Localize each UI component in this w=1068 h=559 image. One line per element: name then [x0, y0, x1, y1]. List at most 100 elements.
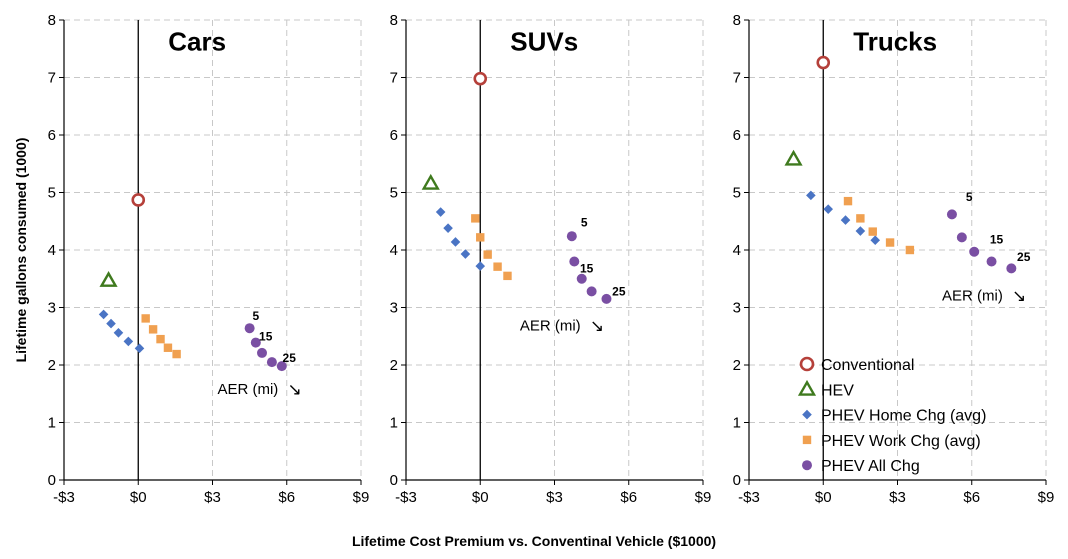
trucks-y-tick-label: 1 [733, 415, 741, 432]
legend: Conventional HEV PHEV Home Chg (avg) PHEV W… [797, 356, 986, 475]
cars-aer-arrow: ↘ [287, 380, 301, 399]
legend-phev-work-chg-avg-label: PHEV Work Chg (avg) [821, 433, 981, 450]
cars-y-tick-label: 6 [48, 127, 56, 144]
trucks-x-tick-label: $6 [963, 489, 980, 506]
cars-phev-work-chg-avg-point [141, 314, 150, 323]
suvs-aer-label: 25 [612, 284, 626, 298]
cars-phev-all-chg-point [250, 337, 261, 348]
trucks-phev-all-chg-point [946, 209, 957, 220]
trucks-y-tick-label: 5 [733, 185, 741, 202]
cars-x-tick-label: $6 [278, 489, 295, 506]
cars-x-tick-label: $0 [130, 489, 147, 506]
cars-y-tick-label: 1 [48, 415, 56, 432]
suvs-aer-label: 15 [580, 261, 594, 275]
trucks-phev-work-chg-avg-point [843, 196, 853, 206]
trucks-phev-home-chg-avg-point [855, 226, 866, 236]
cars-phev-all-chg-point [244, 323, 255, 334]
cars-y-tick-label: 7 [48, 70, 56, 87]
cars-phev-home-chg-avg-point [123, 336, 134, 347]
suvs-panel-title: SUVs [510, 26, 578, 56]
suvs-phev-all-chg-point [601, 293, 612, 304]
trucks-phev-all-chg-point [986, 256, 997, 267]
trucks-aer-label: 5 [966, 190, 973, 204]
suvs-phev-all-chg-point [576, 273, 587, 284]
points-layer [98, 55, 1017, 372]
trucks-aer-arrow: ↘ [1012, 287, 1026, 306]
suvs-phev-work-chg-avg-point [471, 214, 480, 223]
trucks-hev-point [784, 149, 803, 166]
trucks-phev-work-chg-avg-point [868, 227, 877, 236]
trucks-aer-annotation: AER (mi) [942, 288, 1003, 305]
suvs-aer-arrow: ↘ [590, 317, 604, 336]
trucks-phev-all-chg-point [956, 232, 967, 243]
suvs-aer-annotation: AER (mi) [520, 318, 581, 335]
suvs-y-tick-label: 4 [390, 242, 398, 259]
cars-hev-point [99, 271, 118, 287]
cars-phev-work-chg-avg-point [172, 349, 181, 359]
suvs-y-tick-label: 0 [390, 472, 398, 489]
cars-y-tick-label: 0 [48, 472, 56, 489]
legend-phev-all-chg-marker [802, 460, 812, 471]
trucks-phev-all-chg-point [1006, 263, 1017, 274]
trucks-phev-work-chg-avg-point [905, 245, 915, 255]
suvs-phev-work-chg-avg-point [476, 233, 485, 242]
cars-aer-label: 25 [283, 351, 297, 365]
legend-phev-home-chg-avg-marker [802, 409, 812, 420]
legend-phev-work-chg-avg-marker [802, 435, 812, 445]
suvs-y-tick-label: 3 [390, 300, 398, 317]
trucks-aer-label: 15 [990, 233, 1004, 247]
cars-phev-all-chg-point [276, 361, 287, 372]
cars-y-tick-label: 4 [48, 242, 56, 259]
suvs-y-tick-label: 5 [390, 185, 398, 202]
suvs-phev-home-chg-avg-point [460, 249, 471, 259]
cars-phev-home-chg-avg-point [134, 343, 145, 354]
cars-phev-all-chg-point [257, 347, 267, 358]
suvs-phev-home-chg-avg-point [443, 223, 453, 233]
suvs-y-tick-label: 8 [390, 12, 398, 29]
suvs-x-tick-label: -$3 [395, 489, 417, 506]
trucks-phev-home-chg-avg-point [806, 190, 816, 201]
x-axis-title: Lifetime Cost Premium vs. Conventinal Ve… [352, 533, 716, 549]
suvs-x-tick-label: $0 [472, 489, 489, 506]
suvs-phev-home-chg-avg-point [475, 261, 486, 271]
trucks-y-tick-label: 8 [733, 12, 741, 29]
cars-phev-home-chg-avg-point [113, 328, 124, 338]
suvs-x-tick-label: $6 [620, 489, 637, 506]
cars-phev-work-chg-avg-point [156, 334, 165, 344]
y-axis-title: Lifetime gallons consumed (1000) [13, 138, 29, 363]
cars-x-tick-label: -$3 [53, 489, 75, 506]
cars-phev-home-chg-avg-point [98, 309, 109, 320]
trucks-phev-home-chg-avg-point [870, 235, 881, 246]
cars-aer-label: 5 [252, 309, 259, 323]
trucks-aer-label: 25 [1017, 250, 1031, 264]
trucks-phev-home-chg-avg-point [823, 204, 833, 214]
trucks-y-tick-label: 0 [733, 472, 741, 489]
trucks-x-tick-label: $9 [1038, 489, 1055, 506]
trucks-y-tick-label: 6 [733, 127, 741, 144]
suvs-phev-all-chg-point [566, 231, 577, 242]
suvs-aer-label: 5 [581, 215, 588, 229]
axes-layer [59, 19, 1047, 485]
suvs-phev-all-chg-point [586, 286, 597, 297]
suvs-phev-work-chg-avg-point [503, 271, 512, 281]
suvs-x-tick-label: $9 [695, 489, 712, 506]
suvs-y-tick-label: 7 [390, 70, 398, 87]
cars-aer-label: 15 [259, 329, 273, 343]
suvs-phev-all-chg-point [569, 256, 580, 267]
suvs-phev-home-chg-avg-point [435, 207, 446, 217]
legend-phev-home-chg-avg-label: PHEV Home Chg (avg) [821, 408, 986, 425]
suvs-phev-home-chg-avg-point [450, 237, 461, 247]
suvs-y-tick-label: 1 [390, 415, 398, 432]
trucks-y-tick-label: 7 [733, 70, 741, 87]
trucks-phev-work-chg-avg-point [856, 214, 865, 223]
suvs-y-tick-label: 6 [390, 127, 398, 144]
cars-y-tick-label: 2 [48, 357, 56, 374]
trucks-y-tick-label: 2 [733, 357, 741, 374]
suvs-phev-work-chg-avg-point [493, 262, 502, 271]
legend-conventional-label: Conventional [821, 357, 914, 374]
cars-phev-all-chg-point [266, 357, 277, 368]
cars-y-tick-label: 8 [48, 12, 56, 29]
